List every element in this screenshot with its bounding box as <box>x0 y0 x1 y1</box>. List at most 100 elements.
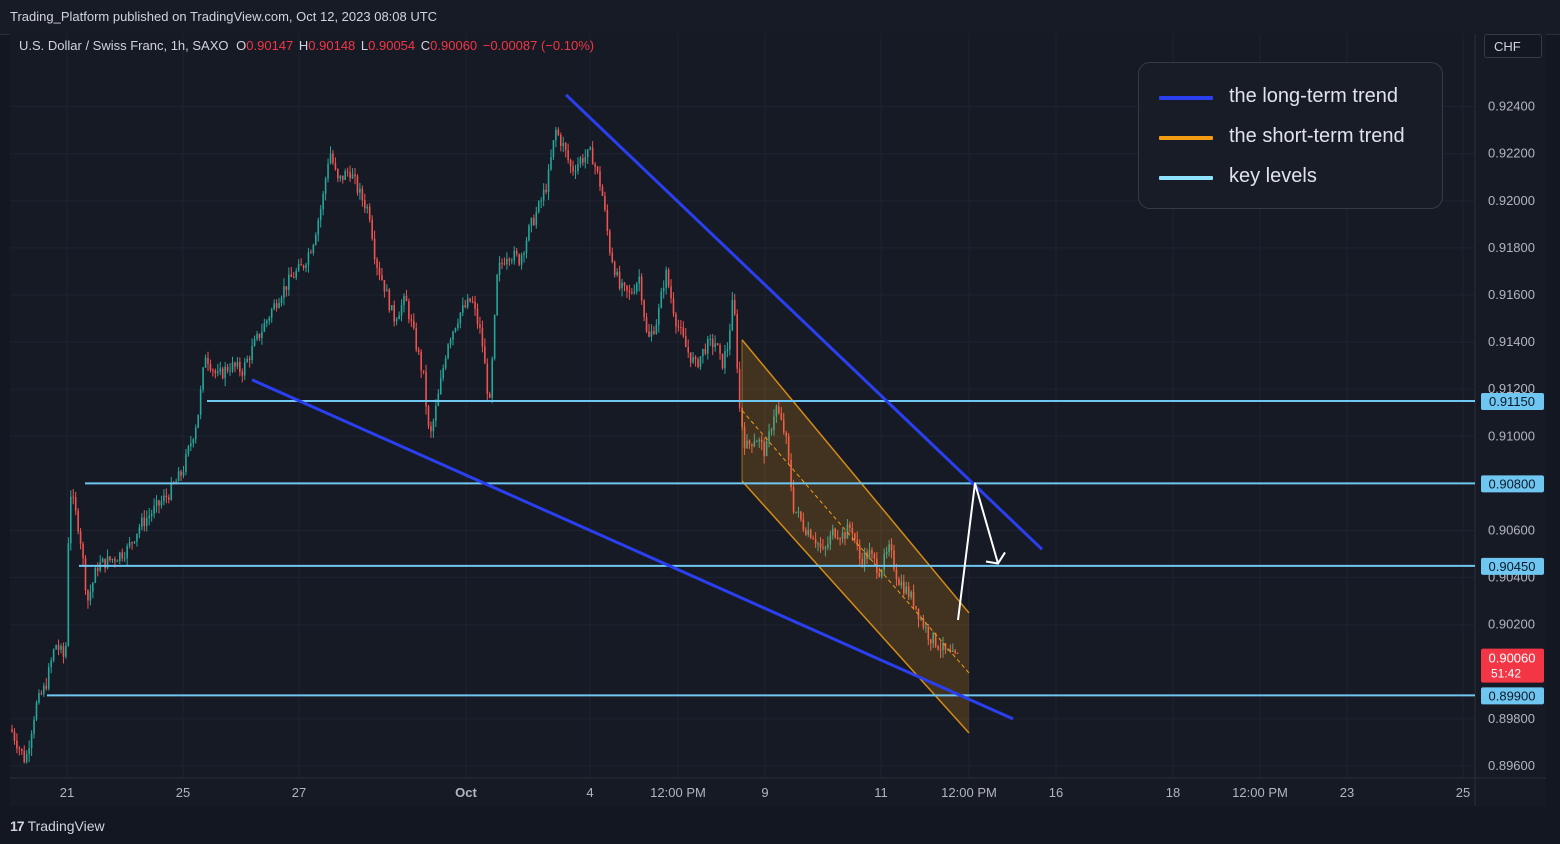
candle-body <box>675 313 677 327</box>
candle-body <box>736 314 738 369</box>
candle-body <box>528 225 530 241</box>
candle-body <box>525 240 528 253</box>
candle-body <box>670 286 672 299</box>
candle-body <box>954 650 957 653</box>
candle-body <box>92 582 94 592</box>
price-chart[interactable]: 0.896000.898000.902000.904000.906000.910… <box>0 0 1560 806</box>
candle-body <box>11 729 13 732</box>
candle-body <box>405 295 408 302</box>
candle-body <box>119 552 121 561</box>
candle-body <box>214 370 217 374</box>
candle-body <box>177 471 180 482</box>
candle-body <box>327 163 329 179</box>
candle-body <box>248 358 251 360</box>
high-label: H <box>298 38 309 53</box>
candle-body <box>638 276 640 284</box>
candle-body <box>645 317 648 332</box>
short-term-swatch <box>1159 136 1213 140</box>
candle-body <box>792 487 795 513</box>
key-level-tag <box>1481 687 1544 705</box>
y-tick-label: 0.92200 <box>1488 146 1535 161</box>
candle-body <box>817 543 819 545</box>
candle-body <box>680 326 682 328</box>
candle-body <box>506 259 508 265</box>
candle-body <box>819 543 822 548</box>
x-tick-label: 12:00 PM <box>941 785 997 800</box>
candle-body <box>858 545 861 559</box>
y-tick-label: 0.90200 <box>1488 617 1535 632</box>
candle-body <box>814 539 817 544</box>
candle-body <box>400 305 403 316</box>
candle-body <box>871 550 873 554</box>
candle-body <box>878 572 881 577</box>
candle-body <box>778 406 780 414</box>
candle-body <box>927 626 930 640</box>
candle-body <box>253 339 256 347</box>
candle-body <box>704 349 707 354</box>
candle-body <box>621 282 623 289</box>
candle-body <box>569 160 572 167</box>
x-tick-label: 16 <box>1049 785 1063 800</box>
candle-body <box>491 358 493 398</box>
candle-body <box>711 338 714 347</box>
open-value: 0.90147 <box>246 38 294 53</box>
candle-body <box>310 252 312 254</box>
legend-label: the long-term trend <box>1229 85 1398 107</box>
tradingview-logo[interactable]: 17 TradingView <box>10 818 105 834</box>
candle-body <box>168 497 170 500</box>
x-tick-label: 18 <box>1166 785 1180 800</box>
candle-body <box>60 646 62 650</box>
candle-body <box>300 264 302 266</box>
currency-button[interactable]: CHF <box>1484 34 1542 58</box>
candle-body <box>217 371 219 374</box>
candle-body <box>82 543 84 559</box>
candle-body <box>449 339 452 345</box>
candle-body <box>947 649 949 651</box>
candle-body <box>302 265 305 268</box>
candle-body <box>439 378 442 394</box>
candle-body <box>432 420 435 432</box>
candle-body <box>562 143 565 147</box>
candle-body <box>344 171 346 180</box>
candle-body <box>488 393 491 398</box>
close-label: C <box>420 38 431 53</box>
candle-body <box>555 129 557 141</box>
candle-body <box>839 538 841 540</box>
candle-body <box>952 650 954 652</box>
candle-body <box>246 358 248 363</box>
candlestick-series <box>11 126 959 764</box>
candle-body <box>584 157 587 163</box>
candle-body <box>62 646 65 657</box>
candle-body <box>45 685 48 689</box>
x-tick-label: 12:00 PM <box>1232 785 1288 800</box>
candle-body <box>812 538 814 540</box>
candle-body <box>709 338 712 340</box>
candle-body <box>324 178 327 194</box>
candle-body <box>332 153 334 164</box>
x-tick-label: 11 <box>874 785 888 800</box>
candle-body <box>386 289 388 292</box>
candle-body <box>444 358 447 369</box>
candle-body <box>944 643 947 651</box>
candle-body <box>278 302 280 308</box>
y-tick-label: 0.92000 <box>1488 193 1535 208</box>
candle-body <box>591 147 594 165</box>
candle-body <box>258 333 261 339</box>
candle-body <box>114 558 116 562</box>
y-tick-label: 0.91800 <box>1488 240 1535 255</box>
candle-body <box>57 645 60 650</box>
candle-body <box>658 307 660 325</box>
candle-body <box>760 439 763 443</box>
candle-body <box>851 528 854 534</box>
candle-body <box>376 259 378 268</box>
candle-body <box>893 550 895 570</box>
candle-body <box>131 542 133 544</box>
candle-body <box>148 515 150 518</box>
long-term-trend-line <box>251 378 1014 721</box>
candle-body <box>368 206 371 220</box>
candle-body <box>863 552 866 565</box>
candle-body <box>726 349 729 352</box>
candle-body <box>280 297 283 303</box>
candle-body <box>23 750 26 763</box>
candle-body <box>756 441 758 443</box>
